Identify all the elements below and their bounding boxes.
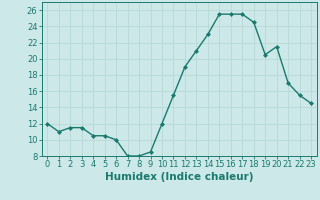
X-axis label: Humidex (Indice chaleur): Humidex (Indice chaleur) [105,172,253,182]
